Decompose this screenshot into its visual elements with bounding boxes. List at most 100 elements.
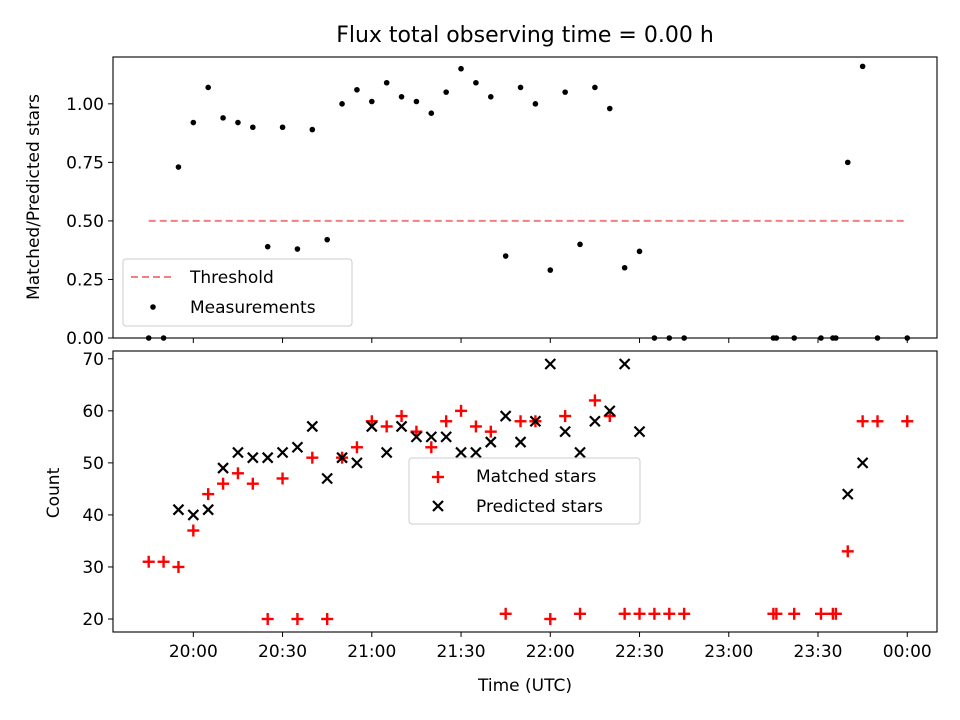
measurement-points <box>145 63 911 341</box>
count-x-axis: 20:00 20:30 21:00 21:30 22:00 22:30 23:00 23:30… <box>169 632 932 662</box>
matched-star-point <box>514 415 527 428</box>
ratio-y-axis-label: Matched/Predicted stars <box>24 94 44 300</box>
matched-star-point <box>678 607 691 620</box>
count-y-tick-label: 30 <box>82 558 104 578</box>
measurement-point <box>502 253 509 259</box>
predicted-star-point <box>336 451 348 464</box>
predicted-star-point <box>559 425 571 438</box>
count-x-tick-label: 22:00 <box>526 642 575 662</box>
measurements-legend-swatch <box>150 304 156 310</box>
measurement-point <box>532 101 539 107</box>
ratio-panel: 0.00 0.25 0.50 0.75 1.00 Matched/Predicted s… <box>24 56 938 349</box>
ratio-y-tick-label: 0.25 <box>66 270 104 290</box>
predicted-star-point <box>529 415 542 428</box>
matched-star-point <box>770 607 783 620</box>
measurement-point <box>413 98 420 105</box>
count-x-tick-label: 20:30 <box>258 642 307 662</box>
measurement-point <box>339 101 345 107</box>
measurement-point <box>145 335 152 341</box>
matched-legend-label: Matched stars <box>476 467 596 487</box>
ratio-y-tick-label: 0.75 <box>66 153 104 173</box>
matched-star-point <box>871 415 884 428</box>
measurement-point <box>369 98 375 105</box>
measurement-point <box>398 94 405 100</box>
matched-star-point <box>261 612 274 625</box>
ratio-y-tick-label: 1.00 <box>66 95 104 115</box>
matched-star-point <box>544 612 557 625</box>
predicted-star-point <box>499 410 512 422</box>
measurements-legend-label: Measurements <box>190 298 316 318</box>
matched-star-point <box>157 555 170 568</box>
predicted-star-point <box>618 358 631 370</box>
matched-star-point <box>172 560 185 573</box>
measurement-point <box>354 86 360 93</box>
ratio-legend: Threshold Measurements <box>122 258 353 327</box>
measurement-point <box>592 84 598 91</box>
measurement-point <box>428 110 435 116</box>
matched-star-point <box>395 410 408 423</box>
predicted-star-point <box>455 446 467 459</box>
measurement-point <box>666 335 673 341</box>
measurement-point <box>833 335 839 341</box>
measurement-point <box>190 119 197 126</box>
matched-star-point <box>217 477 230 490</box>
predicted-star-point <box>485 436 497 448</box>
predicted-star-point <box>232 446 244 459</box>
predicted-star-point <box>380 446 393 459</box>
ratio-y-axis: 0.00 0.25 0.50 0.75 1.00 <box>66 95 113 349</box>
matched-legend-swatch <box>432 471 444 483</box>
matched-star-point <box>246 477 259 490</box>
matched-star-point <box>306 451 319 464</box>
predicted-star-point <box>470 446 482 459</box>
measurement-point <box>517 84 524 91</box>
matched-star-point <box>455 404 468 417</box>
predicted-star-point <box>306 420 319 433</box>
measurement-point <box>621 264 628 271</box>
measurement-point <box>458 65 464 72</box>
ratio-legend-box <box>122 258 353 327</box>
matched-star-point <box>380 420 393 433</box>
ratio-y-tick-label: 0.50 <box>66 212 104 232</box>
count-x-tick-label: 21:30 <box>437 642 486 662</box>
matched-star-point <box>499 607 512 620</box>
measurement-point <box>577 241 583 248</box>
measurement-point <box>874 335 881 341</box>
matched-stars-points <box>142 394 914 625</box>
measurement-point <box>844 159 851 166</box>
measurement-point <box>547 267 554 273</box>
measurement-point <box>859 63 866 70</box>
ratio-panel-frame <box>112 56 938 339</box>
matched-star-point <box>440 415 453 428</box>
measurement-point <box>383 79 390 86</box>
measurement-point <box>791 335 798 341</box>
measurement-point <box>904 335 911 341</box>
matched-star-point <box>425 441 438 454</box>
measurement-point <box>562 89 568 95</box>
measurement-point <box>818 335 824 341</box>
matched-star-point <box>829 607 842 620</box>
measurement-point <box>294 246 301 252</box>
measurement-point <box>443 89 449 95</box>
count-y-tick-label: 20 <box>82 610 104 630</box>
measurement-point <box>250 124 256 131</box>
predicted-star-point <box>247 451 259 464</box>
predicted-star-point <box>321 472 333 485</box>
count-x-tick-label: 00:00 <box>883 642 932 662</box>
predicted-star-point <box>291 441 304 454</box>
predicted-star-point <box>366 420 378 433</box>
matched-star-point <box>321 612 334 625</box>
measurement-point <box>773 335 780 341</box>
measurement-point <box>309 126 316 133</box>
count-y-tick-label: 40 <box>82 506 104 526</box>
matched-star-point <box>841 545 854 558</box>
measurement-point <box>473 79 479 86</box>
matched-star-point <box>469 420 482 433</box>
predicted-star-point <box>841 488 854 500</box>
predicted-star-point <box>604 405 616 417</box>
matched-star-point <box>484 425 497 438</box>
measurement-point <box>160 335 167 341</box>
matched-star-point <box>588 394 601 407</box>
measurement-point <box>324 236 330 243</box>
count-y-tick-label: 60 <box>82 402 104 422</box>
predicted-star-point <box>440 431 452 443</box>
